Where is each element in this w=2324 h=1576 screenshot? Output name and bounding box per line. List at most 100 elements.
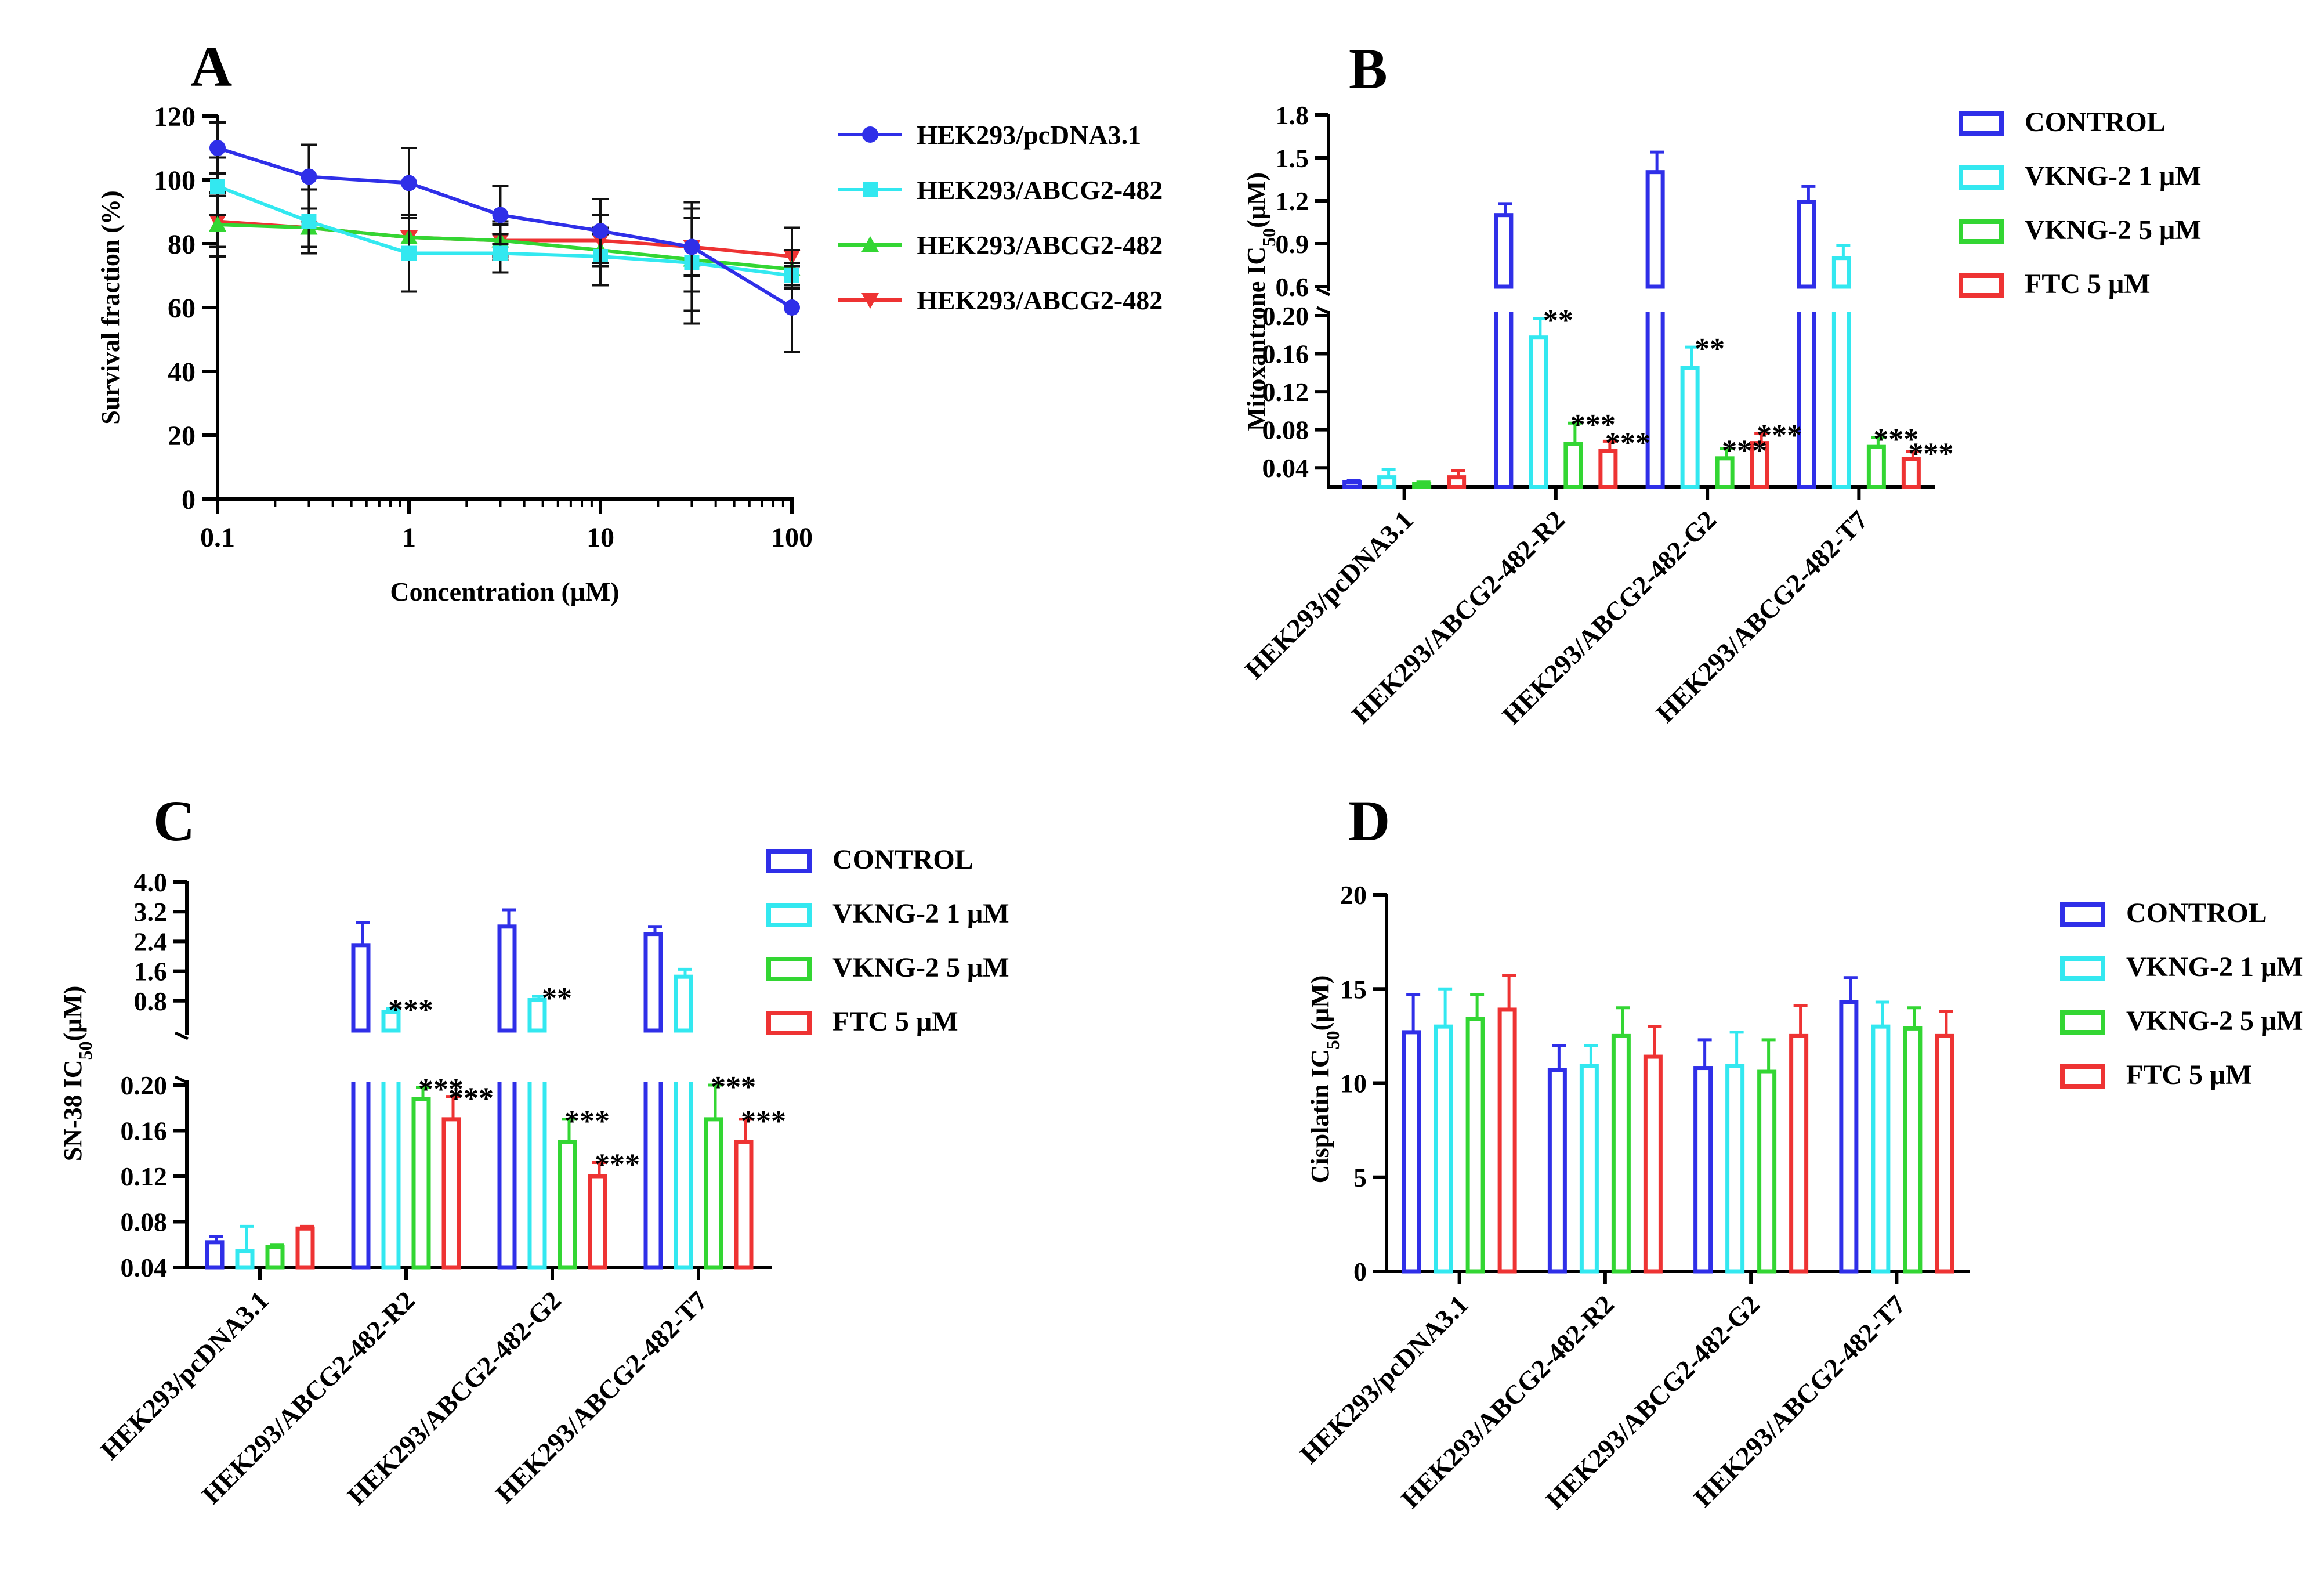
bar-2-2 bbox=[1757, 1069, 1777, 1274]
legend-label-3: FTC 5 μM bbox=[832, 1006, 958, 1037]
legend-label-1: VKNG-2 1 μM bbox=[832, 898, 1009, 929]
bar-lower-0-3 bbox=[643, 1082, 663, 1270]
y-tick-label-lower-2: 0.12 bbox=[121, 1162, 168, 1191]
bar-lower-1-3 bbox=[674, 1082, 693, 1270]
bar-lower-1-3 bbox=[1831, 312, 1851, 489]
bar-3-2 bbox=[588, 1174, 607, 1270]
y-axis-label: Cisplatin IC50(μM) bbox=[1306, 975, 1343, 1184]
legend-label-1: VKNG-2 1 μM bbox=[2025, 161, 2202, 191]
bar-lower-1-1 bbox=[381, 1082, 401, 1270]
bar-1-1 bbox=[1579, 1064, 1599, 1274]
y-tick-label-lower-0: 0.04 bbox=[121, 1253, 168, 1282]
bar-0-1 bbox=[1547, 1068, 1567, 1274]
legend-swatch-0 bbox=[766, 849, 812, 873]
bar-1-0 bbox=[1377, 475, 1397, 489]
y-tick-label-lower-0: 0.04 bbox=[1262, 453, 1309, 483]
y-tick-label-0: 0 bbox=[1353, 1257, 1367, 1286]
significance-label-4: *** bbox=[1722, 434, 1767, 467]
data-point-0-3 bbox=[492, 207, 509, 223]
axis-break-mark-lower bbox=[1316, 306, 1331, 315]
panel-letter-d: D bbox=[1348, 789, 1390, 853]
y-tick-label-4: 20 bbox=[1340, 880, 1367, 910]
y-tick-label-1: 20 bbox=[168, 421, 196, 451]
bar-lower-1-2 bbox=[527, 1082, 547, 1270]
bar-1-2 bbox=[1725, 1064, 1745, 1274]
legend-label-0: CONTROL bbox=[2126, 898, 2267, 928]
y-tick-label-upper-4: 4.0 bbox=[134, 867, 168, 897]
y-tick-label-upper-3: 1.5 bbox=[1276, 143, 1309, 173]
y-tick-label-3: 60 bbox=[168, 293, 196, 324]
bar-3-2 bbox=[1789, 1033, 1809, 1274]
y-axis-label-subscript: 50 bbox=[1258, 228, 1279, 247]
y-tick-label-2: 10 bbox=[1340, 1069, 1367, 1098]
legend-label-2: VKNG-2 5 μM bbox=[832, 952, 1009, 983]
legend-swatch-3 bbox=[1959, 273, 2004, 298]
legend-swatch-1 bbox=[1959, 165, 2004, 190]
y-tick-label-upper-0: 0.8 bbox=[134, 986, 168, 1016]
bar-upper-0-1 bbox=[1494, 213, 1514, 289]
bar-2-0 bbox=[1412, 482, 1432, 489]
bar-2-0 bbox=[1465, 1017, 1485, 1274]
panel-letter-b: B bbox=[1349, 37, 1388, 101]
y-tick-label-0: 0 bbox=[182, 485, 196, 515]
bar-upper-0-3 bbox=[643, 932, 663, 1033]
data-point-1-3 bbox=[493, 245, 508, 261]
x-axis-label: Concentration (μM) bbox=[390, 577, 619, 606]
y-tick-label-3: 15 bbox=[1340, 974, 1367, 1004]
legend-marker-2 bbox=[861, 236, 879, 252]
legend-label-3: FTC 5 μM bbox=[2126, 1060, 2252, 1090]
x-tick-label-0: 0.1 bbox=[200, 522, 235, 553]
significance-label-2: *** bbox=[1605, 426, 1650, 460]
data-point-1-0 bbox=[210, 179, 225, 194]
y-axis-label-main: Mitoxantrone IC bbox=[1242, 247, 1270, 431]
y-axis-label-main: Cisplatin IC bbox=[1306, 1049, 1334, 1183]
bar-3-1 bbox=[1643, 1054, 1663, 1274]
legend-swatch-0 bbox=[1959, 111, 2004, 136]
significance-label-1: *** bbox=[418, 1073, 464, 1106]
y-tick-label-6: 120 bbox=[154, 102, 196, 132]
x-tick-label-1: 1 bbox=[402, 522, 416, 553]
bar-1-0 bbox=[1434, 1024, 1453, 1274]
significance-label-6: *** bbox=[1873, 423, 1918, 456]
data-point-0-1 bbox=[301, 168, 317, 185]
bar-3-3 bbox=[734, 1140, 754, 1270]
panel-letter-a: A bbox=[190, 34, 232, 99]
axis-break-mark-upper bbox=[174, 1031, 189, 1040]
y-tick-label-upper-2: 2.4 bbox=[134, 927, 168, 956]
bar-upper-0-2 bbox=[497, 924, 517, 1033]
significance-label-0: ** bbox=[1543, 304, 1573, 337]
legend-label-2: VKNG-2 5 μM bbox=[2025, 215, 2202, 245]
bar-2-2 bbox=[1715, 456, 1735, 489]
bar-lower-0-1 bbox=[1494, 312, 1514, 489]
bar-upper-1-1 bbox=[381, 1010, 401, 1033]
bar-3-0 bbox=[1447, 475, 1467, 489]
legend-label-1: HEK293/ABCG2-482 bbox=[917, 175, 1163, 205]
y-tick-label-lower-1: 0.08 bbox=[1262, 415, 1309, 445]
bar-0-0 bbox=[1342, 480, 1362, 489]
bar-upper-0-3 bbox=[1797, 200, 1816, 289]
bar-3-1 bbox=[1598, 449, 1618, 489]
legend-swatch-1 bbox=[766, 903, 812, 927]
axis-break-mark-upper bbox=[1316, 287, 1331, 297]
data-point-1-2 bbox=[401, 245, 417, 261]
data-point-0-0 bbox=[209, 140, 226, 156]
y-tick-label-2: 40 bbox=[168, 357, 196, 388]
significance-label-3: ** bbox=[542, 982, 572, 1015]
bar-upper-0-2 bbox=[1645, 170, 1665, 289]
y-axis-label-subscript: 50 bbox=[1322, 1031, 1343, 1049]
panel-a: A 0 20 40 60 80 100 120 0.1 1 10 100 Survival fracti… bbox=[96, 34, 1163, 606]
bar-0-2 bbox=[1693, 1066, 1713, 1274]
axis-break-mark-lower bbox=[174, 1075, 189, 1085]
y-tick-label-upper-4: 1.8 bbox=[1276, 100, 1309, 130]
data-point-2-0 bbox=[209, 216, 226, 232]
y-tick-label-upper-1: 1.6 bbox=[134, 957, 168, 986]
bar-2-3 bbox=[704, 1117, 723, 1270]
bar-1-3 bbox=[1871, 1024, 1891, 1274]
significance-label-5: *** bbox=[595, 1148, 640, 1181]
legend-swatch-0 bbox=[2060, 902, 2105, 927]
y-axis-label: Survival fraction (%) bbox=[96, 190, 125, 424]
legend-label-3: FTC 5 μM bbox=[2025, 269, 2151, 299]
y-tick-label-lower-3: 0.16 bbox=[1262, 339, 1309, 369]
y-axis-label-main: SN-38 IC bbox=[59, 1060, 87, 1161]
